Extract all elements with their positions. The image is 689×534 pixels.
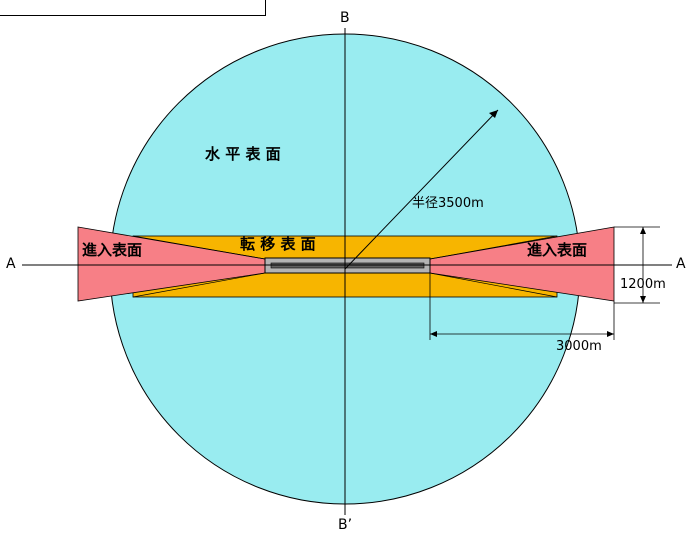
radius-arrowhead — [489, 110, 498, 118]
radius-label: 半径3500m — [412, 196, 484, 211]
length-dim-arrow-left — [430, 331, 437, 337]
axis-b-bottom-label: B’ — [338, 517, 352, 533]
length-dim-arrow-right — [607, 331, 614, 337]
width-dim-arrow-top — [640, 227, 646, 234]
axis-a-right-label: A — [676, 256, 686, 272]
transitional-edge-line — [132, 272, 266, 298]
width-dimension-label: 1200m — [620, 277, 666, 292]
axis-a-left-label: A — [6, 256, 16, 272]
length-dimension-label: 3000m — [556, 339, 602, 354]
width-dim-arrow-bottom — [640, 296, 646, 303]
approach-surface-right-label: 進入表面 — [527, 241, 587, 259]
axis-b-top-label: B — [340, 10, 350, 26]
radius-line — [344, 109, 499, 270]
legend-box — [0, 0, 266, 16]
horizontal-surface-label: 水 平 表 面 — [205, 145, 281, 163]
transitional-edge-line — [429, 272, 558, 298]
approach-surface-left-label: 進入表面 — [82, 241, 142, 259]
transitional-edge-line — [132, 235, 266, 260]
transitional-edge-line — [429, 235, 558, 260]
transitional-surface-label: 転 移 表 面 — [240, 235, 316, 253]
